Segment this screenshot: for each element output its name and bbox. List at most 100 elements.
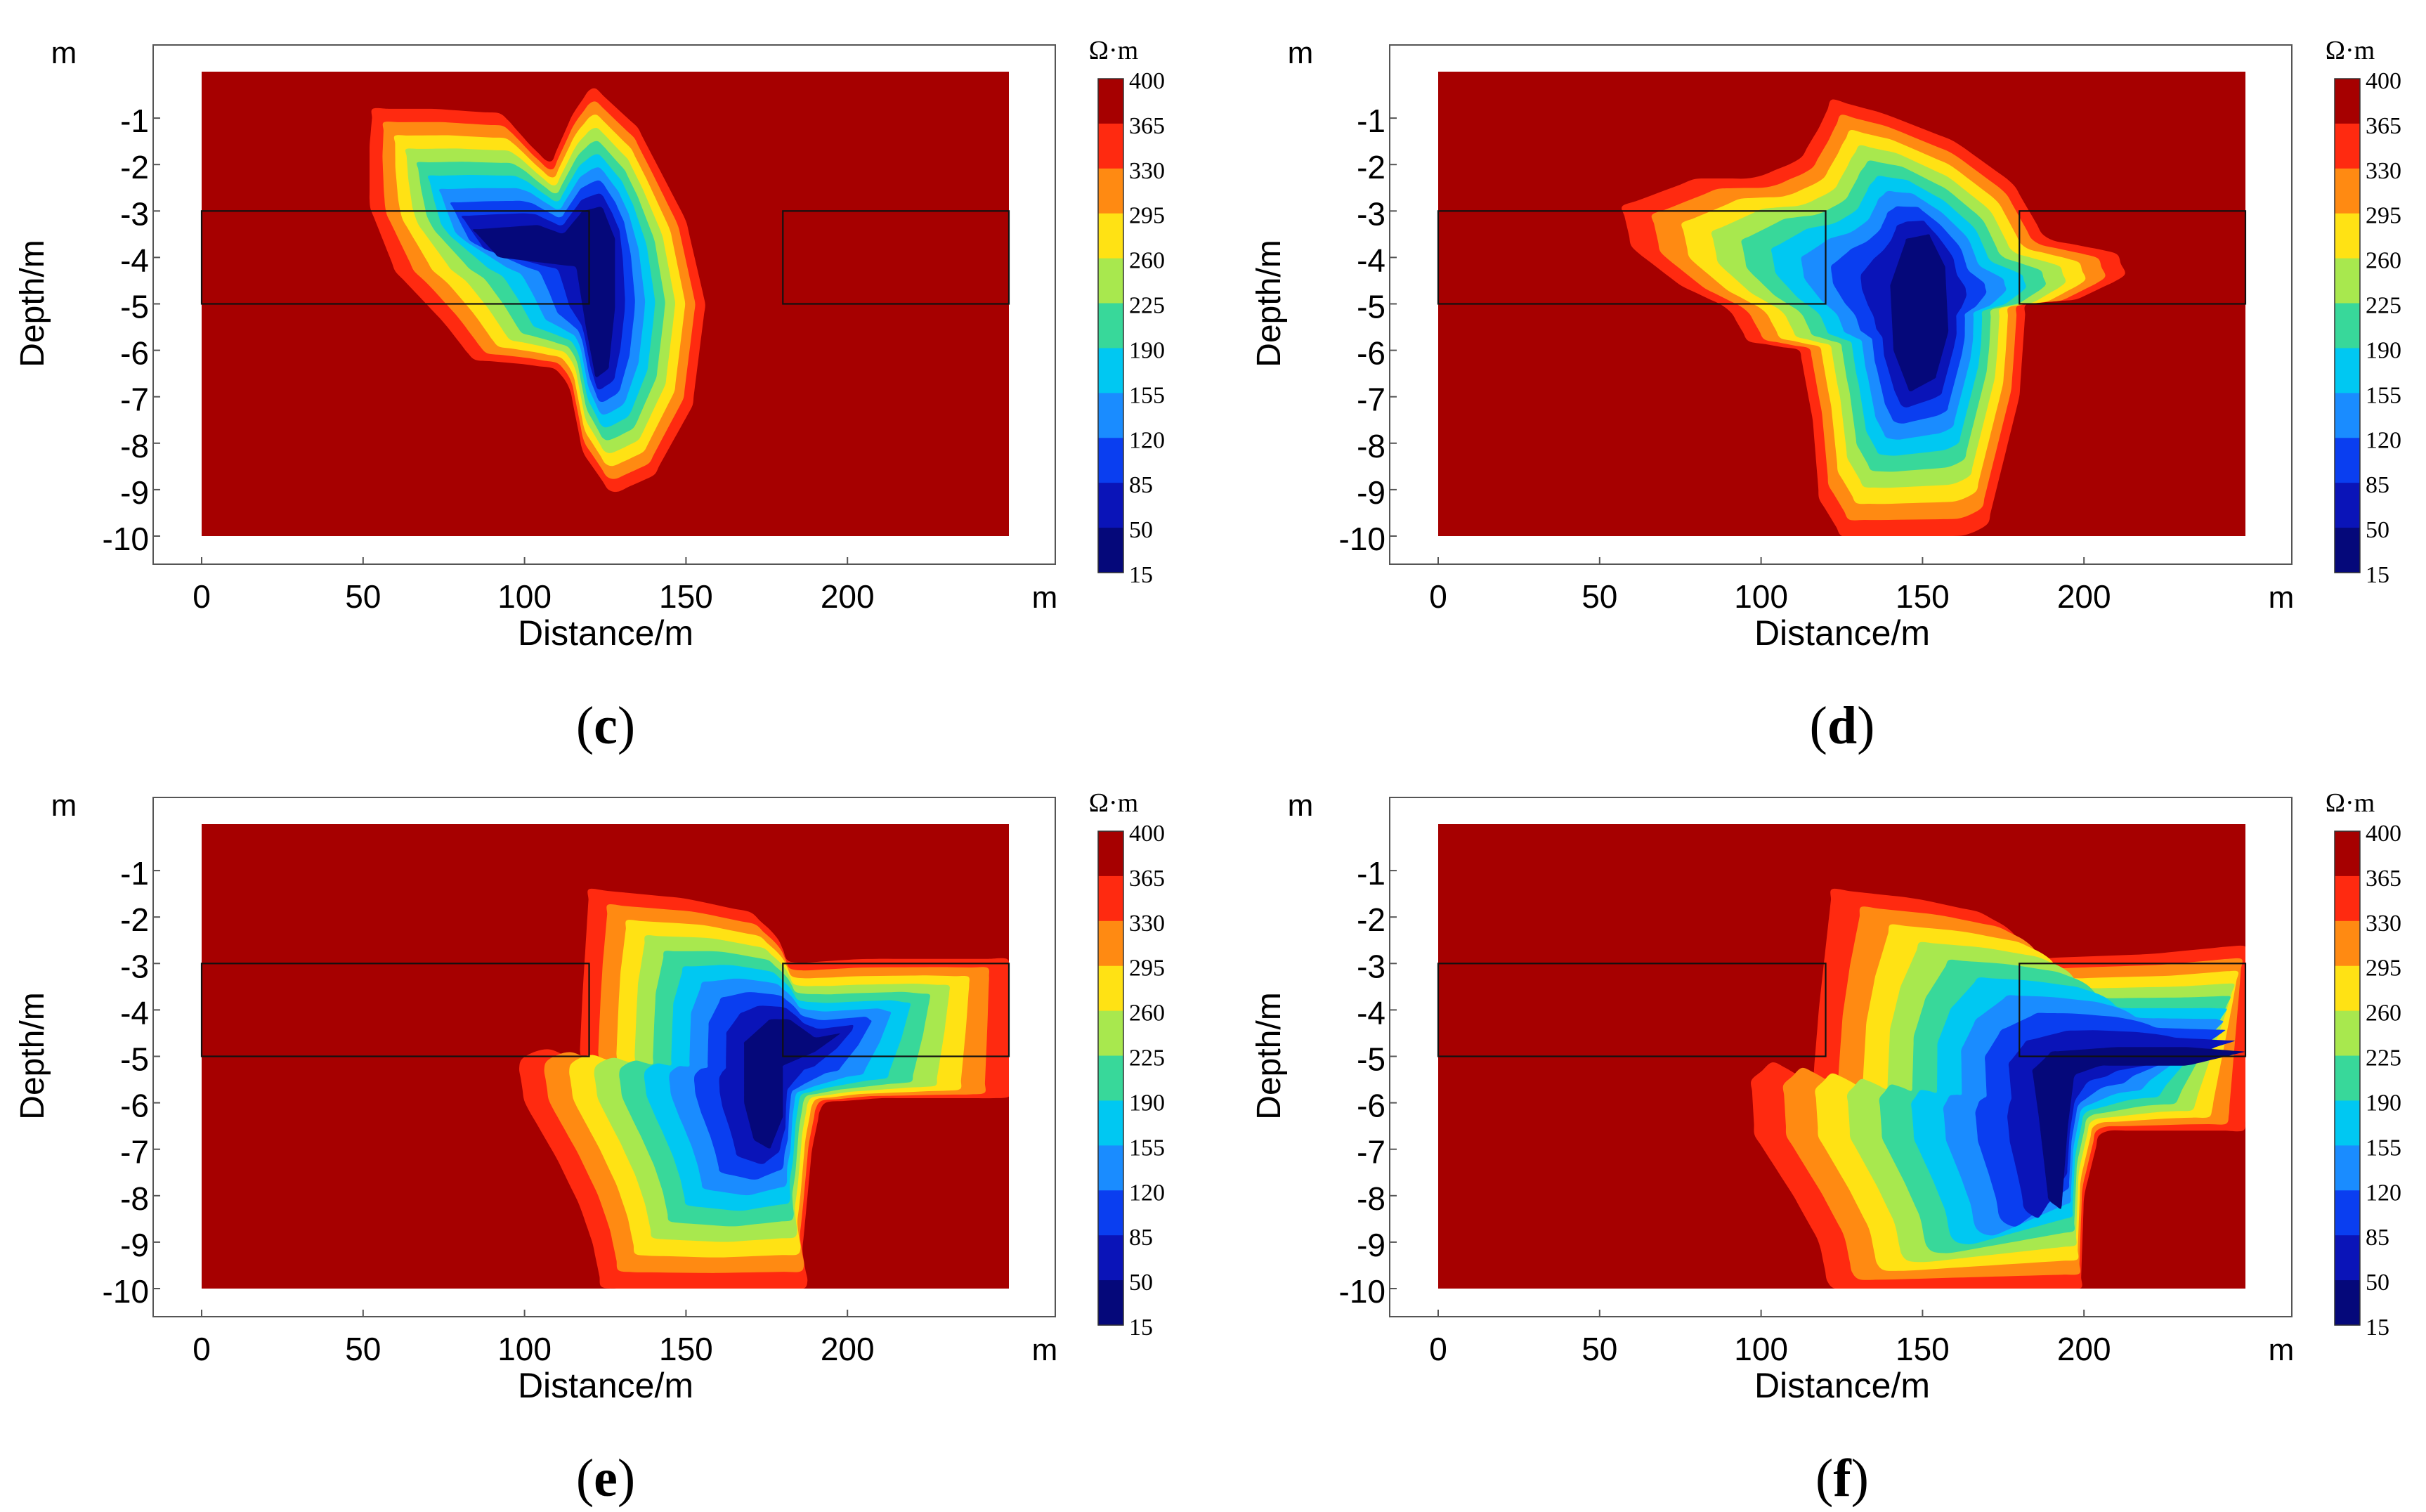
colorbar-tick-label: 15 [1129,562,1153,588]
colorbar-unit: Ω·m [2326,36,2375,65]
y-tick-label: -1 [1357,855,1385,892]
colorbar-band [2335,79,2360,124]
colorbar-unit: Ω·m [1089,36,1138,65]
colorbar-tick-label: 155 [1129,1135,1165,1161]
colorbar-band [1098,831,1123,877]
colorbar-band [2335,1100,2360,1146]
x-tick-label: 0 [1429,578,1447,615]
y-axis-title: Depth/m [14,992,51,1119]
colorbar-tick-label: 15 [2366,562,2389,588]
model-boundary-box-2 [2019,963,2247,1057]
colorbar-tick-label: 190 [2366,337,2401,363]
colorbar-band [1098,348,1123,393]
colorbar-tick-label: 85 [1129,472,1153,498]
x-tick-label: 150 [1896,578,1950,615]
colorbar-band [2335,123,2360,169]
y-unit-label: m [51,788,77,823]
y-tick-label: -3 [1357,948,1385,984]
colorbar-tick-label: 120 [2366,427,2401,453]
colorbar-band [1098,1145,1123,1191]
colorbar-band [2335,213,2360,259]
x-tick-label: 50 [345,578,381,615]
colorbar-band [2335,303,2360,349]
panel-caption: (e) [576,1449,635,1508]
y-tick-label: -8 [120,1180,149,1217]
colorbar-band [2335,831,2360,877]
colorbar-band [2335,348,2360,393]
y-tick-label: -7 [120,382,149,418]
colorbar-band [2335,1280,2360,1326]
y-axis-title: Depth/m [14,240,51,367]
colorbar-band [1098,213,1123,259]
colorbar-tick-label: 400 [1129,68,1165,94]
colorbar-band [2335,965,2360,1012]
resistivity-contour-plot [202,72,1009,536]
colorbar-tick-label: 260 [1129,1001,1165,1027]
colorbar-tick-label: 330 [2366,911,2401,937]
colorbar-tick-label: 400 [2366,68,2401,94]
x-tick-label: 50 [1582,578,1617,615]
colorbar: 400 365 330 295 260 225 190 155 120 85 50 15 Ω·m [1089,788,1165,1341]
y-tick-label: -3 [120,948,149,984]
x-tick-label: 100 [497,578,552,615]
colorbar-band [2335,483,2360,528]
y-tick-label: -2 [1357,149,1385,185]
colorbar-band [2335,1190,2360,1236]
x-tick-label: 0 [193,578,211,615]
colorbar-band [1098,1235,1123,1281]
x-tick-label: 100 [1734,1331,1788,1367]
y-tick-label: -4 [120,242,149,278]
panel-d: -1 -2 -3 -4 -5 -6 -7 -8 -9 -10 0 50 100 150 200 m m Dista… [1251,36,2401,755]
x-tick-label: 100 [497,1331,552,1367]
x-tick-label: 200 [2057,578,2111,615]
contour-level-10 [743,1019,840,1149]
y-tick-label: -2 [120,901,149,938]
colorbar-band [2335,1010,2360,1057]
colorbar-band [2335,1145,2360,1191]
x-unit-label: m [1032,1333,1058,1367]
x-tick-label: 200 [821,1331,875,1367]
colorbar-tick-label: 50 [2366,1270,2389,1296]
x-axis-title: Distance/m [518,1366,693,1405]
colorbar-tick-label: 85 [2366,1225,2389,1251]
y-tick-label: -6 [1357,335,1385,372]
colorbar-band [1098,79,1123,124]
colorbar-band [2335,438,2360,483]
y-tick-label: -5 [120,1041,149,1078]
colorbar-tick-label: 50 [1129,517,1153,543]
colorbar-band [1098,438,1123,483]
colorbar-band [2335,875,2360,922]
colorbar-frame [1097,830,1124,1326]
colorbar-tick-label: 365 [2366,113,2401,139]
colorbar-band [1098,528,1123,573]
colorbar-unit: Ω·m [1089,788,1138,818]
colorbar-band [1098,258,1123,304]
y-tick-label: -1 [120,855,149,892]
colorbar-tick-label: 260 [1129,248,1165,274]
y-axis-title: Depth/m [1251,992,1288,1119]
colorbar-tick-label: 225 [1129,1045,1165,1071]
colorbar-tick-label: 260 [2366,248,2401,274]
model-boundary-box-2 [782,963,1010,1057]
contour-level-10 [2032,1047,2245,1209]
colorbar-tick-label: 15 [1129,1315,1153,1341]
model-boundary-box-1 [1437,963,1827,1057]
colorbar-tick-label: 330 [1129,911,1165,937]
colorbar-band [1098,965,1123,1012]
panel-e: -1 -2 -3 -4 -5 -6 -7 -8 -9 -10 0 50 100 150 200 m m Dista… [14,788,1165,1508]
y-tick-label: -9 [1357,474,1385,511]
y-tick-label: -4 [1357,994,1385,1031]
colorbar-frame [2334,78,2361,573]
y-tick-label: -5 [120,289,149,325]
colorbar-tick-label: 155 [1129,382,1165,408]
y-tick-label: -10 [1339,1273,1385,1310]
colorbar-tick-label: 15 [2366,1315,2389,1341]
colorbar-band [2335,1235,2360,1281]
y-tick-label: -2 [120,149,149,185]
y-tick-label: -6 [120,335,149,372]
resistivity-contour-plot [1438,824,2245,1289]
model-boundary-box-1 [200,963,590,1057]
x-tick-label: 200 [2057,1331,2111,1367]
colorbar-band [1098,1010,1123,1057]
contour-level-10 [472,207,615,377]
